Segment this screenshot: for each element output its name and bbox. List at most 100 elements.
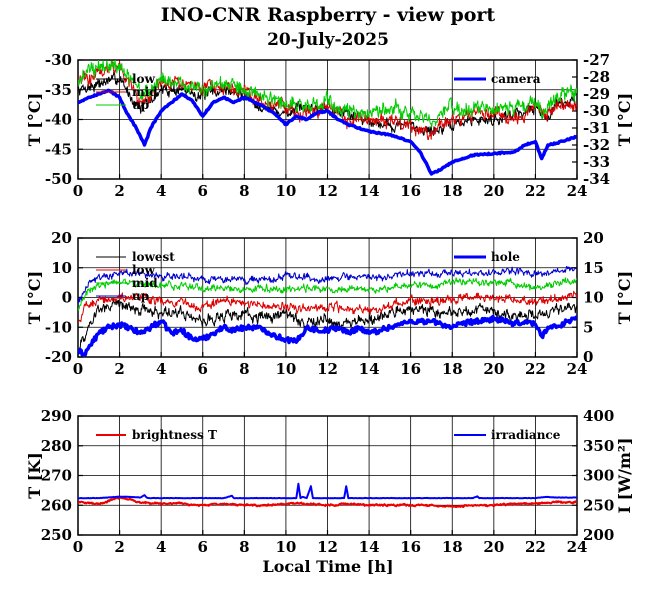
x-tick-label: 0: [73, 182, 83, 200]
y2-tick-label: 0: [583, 348, 593, 366]
x-tick-label: 6: [198, 538, 208, 556]
y2-axis-label: T [°C]: [615, 93, 634, 146]
x-tick-label: 12: [317, 360, 338, 378]
y2-tick-label: 250: [583, 496, 614, 514]
x-tick-label: 20: [483, 538, 504, 556]
x-tick-label: 22: [525, 360, 546, 378]
y2-tick-label: -28: [583, 68, 610, 86]
panel-sky: 0 2 4 6 8 10 12 14 16 18 20 22 242902802702602504003…: [25, 407, 634, 556]
x-tick-label: 16: [400, 182, 421, 200]
legend-label: low: [132, 263, 156, 277]
x-tick-label: 10: [275, 182, 296, 200]
y2-tick-label: -33: [583, 153, 610, 171]
y-tick-label: 270: [41, 467, 72, 485]
y2-tick-label: -30: [583, 102, 610, 120]
y2-tick-label: -29: [583, 85, 610, 103]
y2-tick-label: 300: [583, 467, 614, 485]
x-tick-label: 12: [317, 182, 338, 200]
y-axis-label: T [°C]: [25, 271, 44, 324]
x-tick-label: 22: [525, 538, 546, 556]
x-tick-label: 10: [275, 360, 296, 378]
y-tick-label: -20: [45, 348, 72, 366]
legend-label: up: [132, 289, 149, 303]
x-tick-label: 4: [156, 182, 166, 200]
legend-label: brightness T: [132, 428, 217, 442]
x-tick-label: 4: [156, 538, 166, 556]
series-line-up: [78, 266, 577, 306]
x-tick-label: 2: [114, 360, 124, 378]
y-axis-label: T [°C]: [25, 93, 44, 146]
series-line-mid: [78, 277, 577, 311]
x-tick-label: 8: [239, 182, 249, 200]
series-line-up: [78, 60, 577, 128]
x-tick-label: 24: [567, 360, 588, 378]
x-tick-label: 18: [442, 182, 463, 200]
y2-tick-label: 350: [583, 437, 614, 455]
chart-title: INO-CNR Raspberry - view port: [161, 4, 496, 26]
x-tick-label: 4: [156, 360, 166, 378]
y2-axis-label: I [W/m²]: [615, 438, 634, 514]
x-tick-label: 10: [275, 538, 296, 556]
x-axis-label: Local Time [h]: [262, 557, 393, 576]
x-tick-label: 18: [442, 360, 463, 378]
x-tick-label: 6: [198, 360, 208, 378]
x-tick-label: 14: [359, 538, 380, 556]
legend-label: hole: [491, 250, 520, 264]
y-tick-label: 250: [41, 526, 72, 544]
x-tick-label: 14: [359, 360, 380, 378]
legend-label: mid: [132, 276, 158, 290]
legend-label: mid: [132, 85, 158, 99]
legend-label: irradiance: [491, 428, 561, 442]
y2-tick-label: -32: [583, 136, 610, 154]
y2-tick-label: 400: [583, 407, 614, 425]
panel-camera: 0 2 4 6 8 10 12 14 16 18 20 22 24-30-35-40-45-50-27-…: [25, 51, 634, 200]
legend-label: lowest: [132, 250, 175, 264]
y-tick-label: 0: [62, 289, 72, 307]
chart-subtitle: 20-July-2025: [267, 30, 389, 50]
series-line-hole: [78, 314, 577, 357]
x-tick-label: 8: [239, 360, 249, 378]
y-tick-label: -40: [45, 111, 72, 129]
series-line-lowest: [78, 298, 577, 355]
y-tick-label: -30: [45, 51, 72, 69]
panels: 0 2 4 6 8 10 12 14 16 18 20 22 24-30-35-40-45-50-27-…: [25, 51, 634, 556]
x-tick-label: 16: [400, 538, 421, 556]
series-line-brightness-T: [78, 496, 577, 508]
x-tick-label: 20: [483, 360, 504, 378]
x-tick-label: 2: [114, 538, 124, 556]
x-tick-label: 0: [73, 360, 83, 378]
y-tick-label: 10: [51, 259, 72, 277]
x-tick-label: 0: [73, 538, 83, 556]
y-axis-label: T [K]: [25, 452, 44, 499]
y2-tick-label: 5: [583, 318, 593, 336]
x-tick-label: 14: [359, 182, 380, 200]
y-tick-label: -10: [45, 318, 72, 336]
y2-tick-label: 10: [583, 289, 604, 307]
x-tick-label: 18: [442, 538, 463, 556]
y2-tick-label: 20: [583, 229, 604, 247]
y2-tick-label: -31: [583, 119, 610, 137]
series-line-irradiance: [78, 482, 577, 500]
y-tick-label: -35: [45, 81, 72, 99]
legend-label: up: [132, 98, 149, 112]
x-tick-label: 16: [400, 360, 421, 378]
y2-tick-label: 200: [583, 526, 614, 544]
y-tick-label: 260: [41, 496, 72, 514]
y2-tick-label: -27: [583, 51, 610, 69]
panel-hole: 0 2 4 6 8 10 12 14 16 18 20 22 2420100-10-2020151050…: [25, 229, 634, 378]
x-tick-label: 6: [198, 182, 208, 200]
y-tick-label: 280: [41, 437, 72, 455]
y-tick-label: -50: [45, 170, 72, 188]
x-tick-label: 12: [317, 538, 338, 556]
x-tick-label: 2: [114, 182, 124, 200]
y-tick-label: 20: [51, 229, 72, 247]
series-line-camera: [78, 88, 577, 176]
y2-tick-label: 15: [583, 259, 604, 277]
legend-label: camera: [491, 72, 541, 86]
y2-axis-label: T [°C]: [615, 271, 634, 324]
x-tick-label: 8: [239, 538, 249, 556]
y-tick-label: 290: [41, 407, 72, 425]
x-tick-label: 24: [567, 182, 588, 200]
series-line-low: [78, 290, 577, 323]
